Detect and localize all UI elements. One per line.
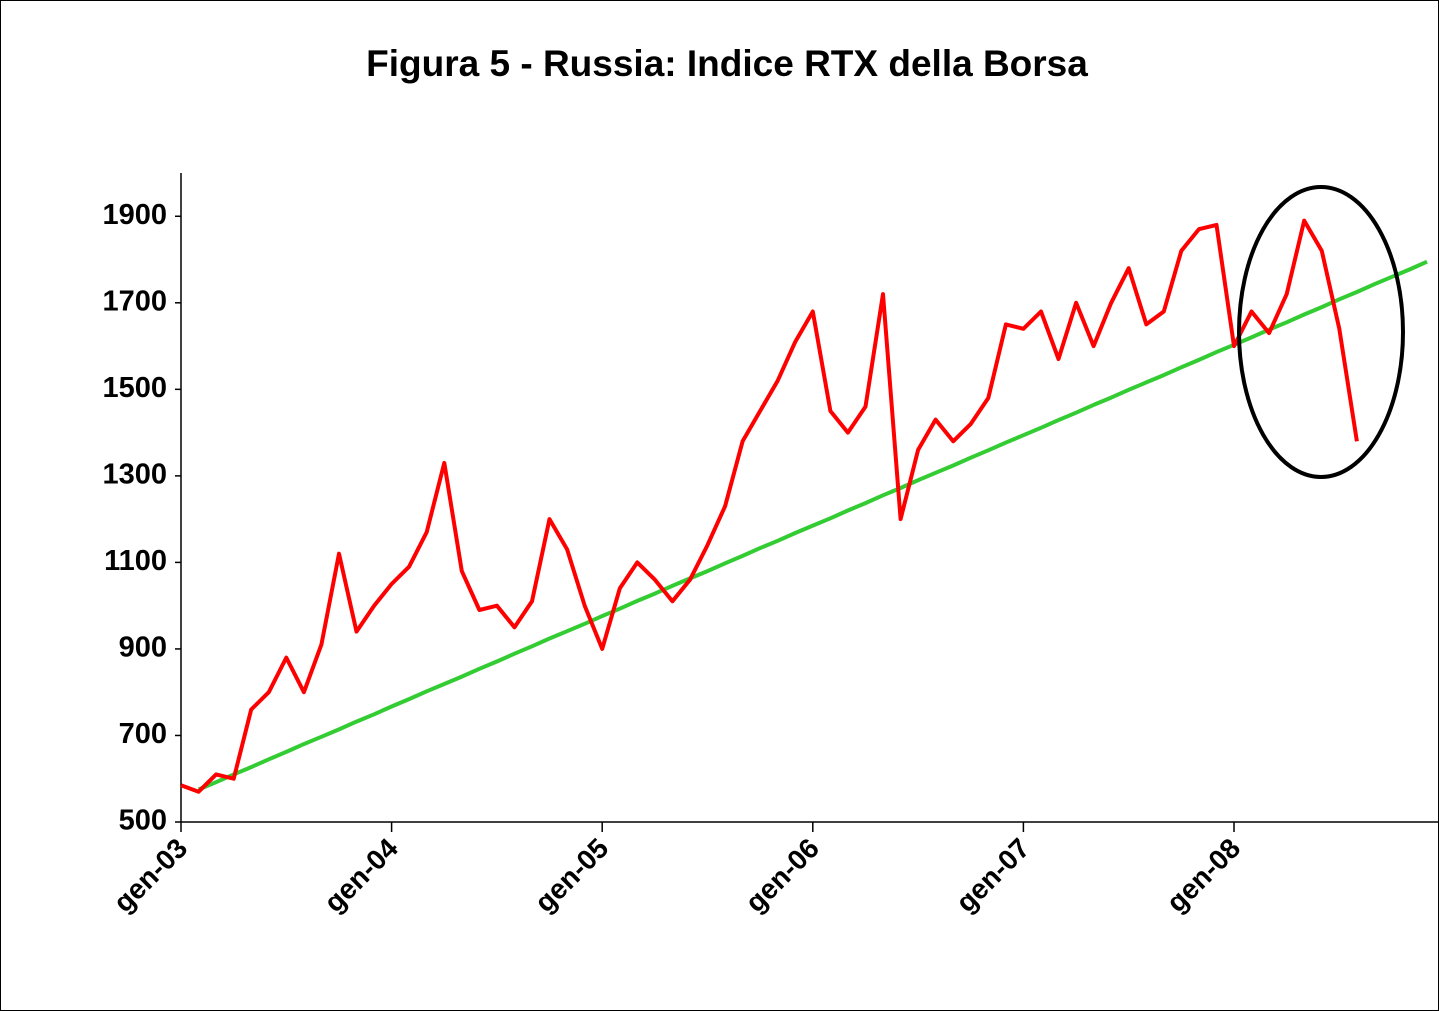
y-tick-label: 1500 <box>102 372 167 404</box>
y-tick-label: 1100 <box>104 545 167 577</box>
y-tick-label: 700 <box>119 718 167 750</box>
series-line <box>180 218 1359 794</box>
chart-title: Figura 5 - Russia: Indice RTX della Bors… <box>366 43 1088 84</box>
y-tick-label: 1300 <box>102 459 167 491</box>
y-tick-label: 1900 <box>102 199 167 231</box>
y-tick-label: 900 <box>119 632 167 664</box>
series-line <box>197 259 1428 792</box>
highlight-ellipse <box>1237 185 1405 479</box>
y-tick-label: 500 <box>119 805 167 837</box>
y-tick-label: 1700 <box>102 285 167 317</box>
